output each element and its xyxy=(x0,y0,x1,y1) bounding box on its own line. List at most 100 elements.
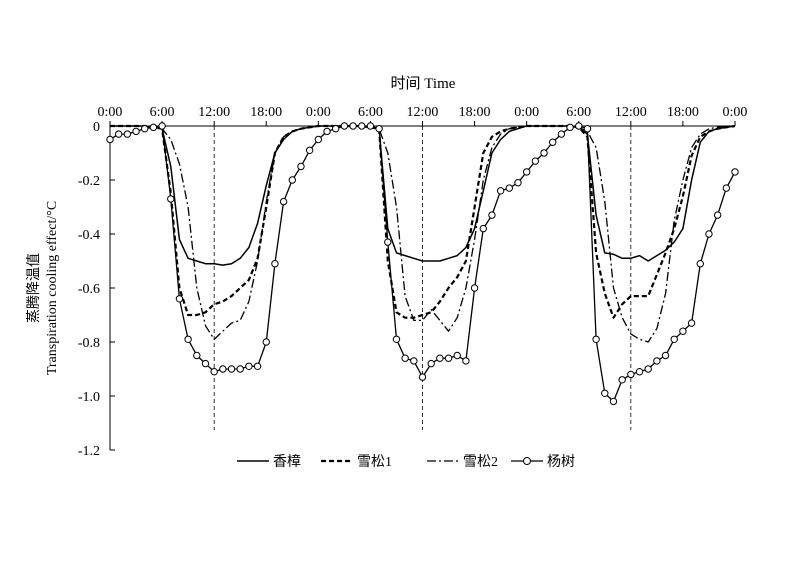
data-point xyxy=(653,357,661,365)
data-point xyxy=(253,362,262,370)
data-point xyxy=(392,335,401,343)
data-point xyxy=(687,319,696,327)
data-point xyxy=(340,122,349,130)
data-point xyxy=(444,354,453,362)
y-tick-label: -0.4 xyxy=(78,228,100,243)
data-point xyxy=(323,127,331,136)
series-layer xyxy=(106,122,739,406)
data-point xyxy=(271,260,279,268)
data-point xyxy=(305,146,314,155)
y-tick-label: -1.0 xyxy=(78,390,100,405)
data-point xyxy=(236,365,244,373)
series-line xyxy=(110,125,736,266)
x-tick-label: 6:00 xyxy=(566,105,591,120)
data-point xyxy=(158,122,166,130)
data-point xyxy=(549,138,557,146)
data-point xyxy=(601,389,609,397)
data-point xyxy=(184,335,192,343)
data-point xyxy=(635,368,644,376)
data-point xyxy=(314,135,323,144)
data-point xyxy=(297,162,305,171)
data-point xyxy=(618,376,626,384)
data-point xyxy=(731,168,739,176)
x-tick-label: 18:00 xyxy=(250,105,282,120)
x-tick-label: 12:00 xyxy=(407,105,439,120)
data-point xyxy=(644,365,652,373)
legend-marker xyxy=(523,457,531,465)
data-point xyxy=(193,351,201,360)
data-point xyxy=(141,125,149,133)
data-point xyxy=(436,354,444,362)
series-line xyxy=(110,125,735,343)
data-point xyxy=(583,125,592,133)
data-point xyxy=(496,187,505,195)
data-point xyxy=(106,135,114,144)
data-point xyxy=(713,211,722,219)
data-point xyxy=(531,157,540,165)
y-tick-label: -0.8 xyxy=(78,336,100,351)
data-point xyxy=(288,176,296,184)
data-point xyxy=(132,127,140,136)
data-point xyxy=(427,359,435,368)
x-tick-label: 12:00 xyxy=(615,105,647,120)
data-point xyxy=(227,365,236,373)
data-point xyxy=(557,130,566,138)
x-tick-label: 12:00 xyxy=(198,105,230,120)
data-point xyxy=(349,122,357,130)
y-tick-label: -0.2 xyxy=(78,174,100,189)
data-point xyxy=(358,122,366,130)
x-tick-label: 0:00 xyxy=(514,105,539,120)
data-point xyxy=(123,130,132,138)
data-point xyxy=(210,368,218,376)
top-axis-title: 时间 Time xyxy=(391,75,456,92)
x-tick-label: 6:00 xyxy=(358,105,383,120)
data-point xyxy=(627,370,635,379)
series-3 xyxy=(110,125,735,343)
data-point xyxy=(375,125,383,133)
x-tick-label: 0:00 xyxy=(98,105,123,120)
data-point xyxy=(479,224,487,233)
data-point xyxy=(575,122,583,130)
data-point xyxy=(401,354,409,362)
y-axis-title-zh: 蒸腾降温值 xyxy=(25,253,42,323)
legend-label: 香樟 xyxy=(273,453,301,470)
data-point xyxy=(705,230,713,238)
data-point xyxy=(366,122,375,130)
data-point xyxy=(522,168,531,176)
axes: 0:00 6:00 12:00 18:00 0:00 6:00 12:00 18:00 0:00… xyxy=(78,105,748,459)
y-tick-label: 0 xyxy=(93,120,100,135)
x-tick-label: 0:00 xyxy=(306,105,331,120)
series-1 xyxy=(110,125,736,266)
y-tick-label: -0.6 xyxy=(78,282,100,297)
data-point xyxy=(331,125,340,133)
data-point xyxy=(592,335,600,343)
legend-label: 雪松2 xyxy=(463,454,498,470)
data-point xyxy=(661,351,670,360)
series-4 xyxy=(106,122,739,406)
data-point xyxy=(262,338,270,346)
data-point xyxy=(540,149,548,157)
data-point xyxy=(453,351,461,360)
data-point xyxy=(175,295,184,303)
noon-markers xyxy=(213,126,632,430)
data-point xyxy=(114,130,123,138)
legend-label: 雪松1 xyxy=(357,454,392,470)
y-tick-label: -1.2 xyxy=(78,444,100,459)
data-point xyxy=(696,260,704,268)
data-point xyxy=(149,123,158,132)
data-point xyxy=(722,184,731,192)
data-point xyxy=(418,373,427,381)
data-point xyxy=(488,211,496,219)
data-point xyxy=(384,238,392,246)
data-point xyxy=(609,397,618,406)
x-tick-label: 18:00 xyxy=(667,105,699,120)
y-axis-title-en: Transpiration cooling effect/°C xyxy=(45,201,60,375)
data-point xyxy=(566,123,574,132)
data-point xyxy=(167,195,175,203)
x-tick-label: 6:00 xyxy=(150,105,175,120)
data-point xyxy=(470,284,479,292)
data-point xyxy=(410,357,418,365)
x-tick-label: 0:00 xyxy=(723,105,748,120)
data-point xyxy=(201,359,210,368)
